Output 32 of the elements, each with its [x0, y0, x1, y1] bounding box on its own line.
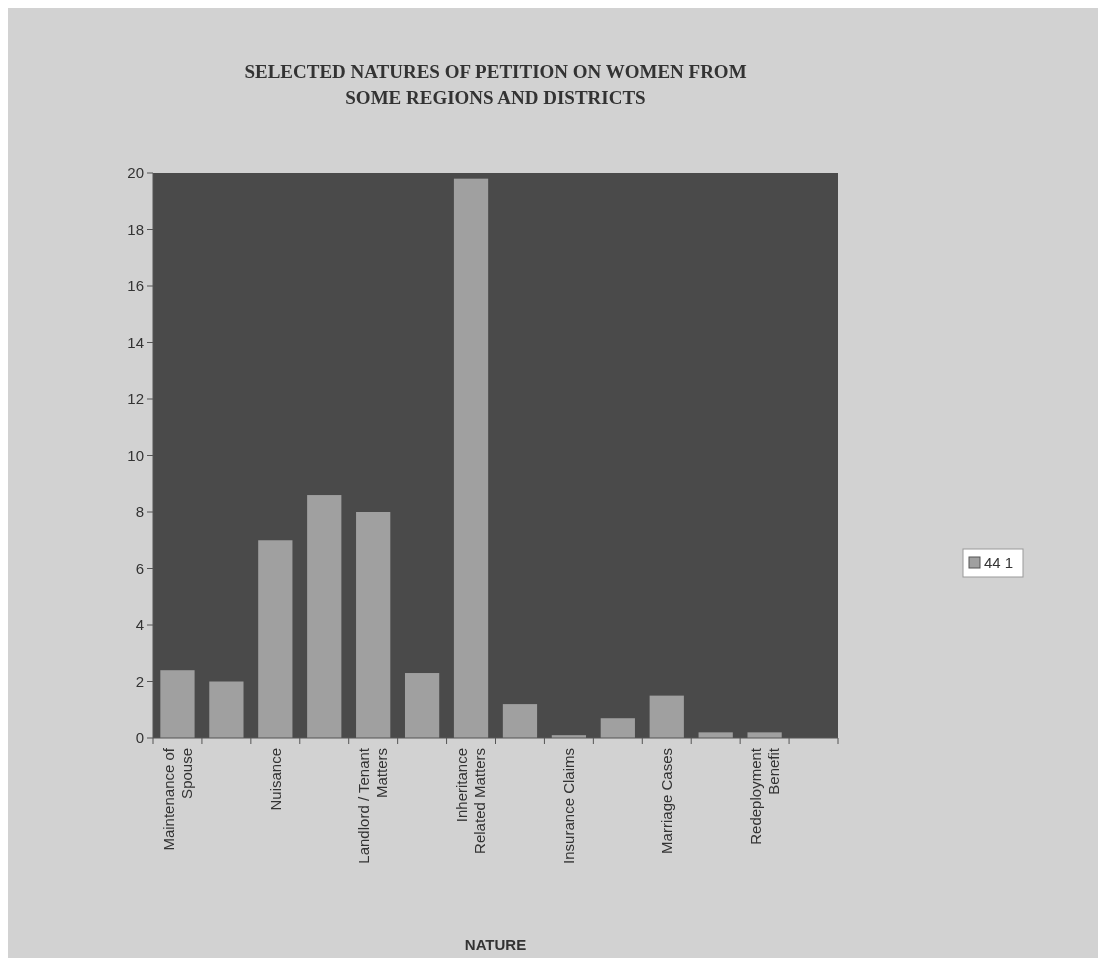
bar: [258, 540, 293, 738]
y-tick-label: 20: [127, 164, 144, 182]
bar: [747, 732, 782, 738]
y-tick-label: 4: [135, 616, 144, 634]
x-tick-label: Marriage Cases: [658, 748, 675, 854]
x-tick-label: Redeployment Benefit: [746, 747, 782, 845]
x-tick-label: Maintenance of Spouse: [159, 747, 195, 851]
bar: [307, 495, 342, 738]
x-tick-label: Landlord / Tenant Matters: [355, 747, 391, 864]
y-tick-label: 0: [135, 729, 144, 747]
bar: [209, 681, 244, 738]
bar: [600, 718, 635, 738]
bar: [160, 670, 195, 738]
bar: [649, 695, 684, 738]
y-tick-label: 12: [127, 390, 144, 408]
bar: [502, 704, 538, 738]
y-tick-label: 18: [127, 220, 144, 238]
y-tick-label: 16: [127, 277, 144, 295]
bar: [453, 178, 489, 738]
chart-title: SELECTED NATURES OF PETITION ON WOMEN FROM SOME REGIONS AND DISTRICTS: [244, 61, 747, 108]
legend-label: 44 1: [984, 554, 1014, 572]
bar: [404, 673, 440, 738]
y-tick-label: 10: [127, 446, 144, 464]
y-tick-label: 8: [135, 503, 144, 521]
x-tick-label: Inheritance Related Matters: [453, 748, 489, 854]
y-tick-label: 6: [135, 559, 144, 577]
x-tick-label: Insurance Claims: [560, 748, 578, 864]
y-tick-label: 14: [127, 333, 144, 351]
x-axis-title: NATURE: [464, 936, 527, 953]
x-tick-label: Nuisance: [266, 748, 284, 811]
y-tick-label: 2: [135, 672, 144, 690]
bar: [356, 512, 391, 738]
